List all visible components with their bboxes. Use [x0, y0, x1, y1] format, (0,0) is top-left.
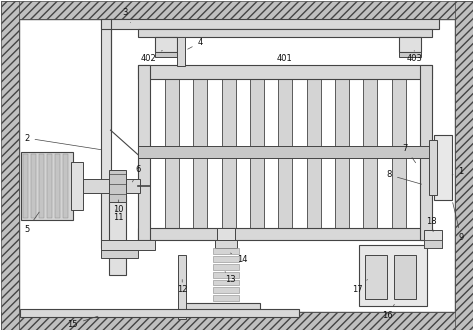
Bar [177, 36, 185, 67]
Bar [1, 312, 473, 330]
Bar [217, 228, 235, 240]
Text: 11: 11 [113, 210, 124, 222]
Text: 13: 13 [225, 271, 236, 284]
Bar [109, 195, 127, 274]
Text: 4: 4 [188, 38, 203, 49]
Bar [138, 146, 432, 158]
Text: 1: 1 [452, 167, 464, 176]
Text: 18: 18 [426, 217, 437, 232]
Bar [221, 79, 236, 228]
Bar [429, 140, 437, 195]
Bar [63, 154, 68, 218]
Bar [335, 79, 349, 228]
Bar [100, 19, 439, 28]
Bar [127, 179, 140, 193]
Bar [359, 245, 427, 307]
Bar [364, 79, 377, 228]
Bar [20, 309, 299, 317]
Bar [278, 79, 292, 228]
Text: 401: 401 [277, 54, 292, 63]
Text: 8: 8 [387, 170, 421, 184]
Bar [365, 255, 387, 300]
Bar [109, 170, 127, 202]
Bar [307, 79, 320, 228]
Text: 10: 10 [113, 200, 124, 214]
Bar [31, 154, 36, 218]
Text: 16: 16 [382, 305, 394, 320]
Bar [213, 296, 239, 302]
Bar [100, 19, 110, 248]
Bar [138, 66, 432, 79]
Text: 403: 403 [406, 51, 422, 63]
Bar [1, 1, 473, 19]
Bar [21, 152, 73, 220]
Text: 15: 15 [67, 316, 98, 329]
Bar [424, 240, 442, 248]
Bar [399, 53, 421, 58]
Bar [178, 255, 186, 319]
Bar [55, 154, 60, 218]
Bar [19, 19, 455, 312]
Bar [138, 228, 432, 240]
Text: 3: 3 [123, 8, 130, 23]
Bar [155, 36, 177, 53]
Bar [250, 79, 264, 228]
Bar [213, 256, 239, 261]
Bar [420, 66, 432, 240]
Bar [71, 162, 82, 210]
Bar [392, 79, 406, 228]
Bar [434, 135, 452, 200]
Bar [39, 154, 44, 218]
Bar [215, 240, 237, 248]
Bar [100, 240, 155, 250]
Bar [213, 263, 239, 269]
Bar [394, 255, 416, 300]
Bar [213, 279, 239, 286]
Text: 6: 6 [132, 166, 141, 182]
Text: 12: 12 [177, 279, 188, 294]
Bar [23, 154, 28, 218]
Bar [155, 53, 177, 58]
Bar [138, 28, 432, 36]
Bar [165, 79, 179, 228]
Bar [138, 66, 150, 240]
Bar [1, 1, 19, 330]
Bar [47, 154, 52, 218]
Bar [455, 1, 473, 330]
Text: 402: 402 [140, 51, 162, 63]
Bar [82, 179, 110, 193]
Bar [399, 36, 421, 53]
Bar [213, 271, 239, 277]
Text: 7: 7 [402, 144, 416, 163]
Bar [424, 230, 442, 248]
Text: 2: 2 [24, 134, 101, 150]
Bar [100, 250, 138, 258]
Bar [213, 288, 239, 294]
Text: 9: 9 [453, 203, 464, 242]
Bar [193, 79, 207, 228]
Bar [185, 304, 260, 315]
Text: 5: 5 [24, 212, 39, 234]
Bar [213, 248, 239, 254]
Text: 14: 14 [230, 253, 247, 264]
Text: 17: 17 [352, 279, 367, 294]
